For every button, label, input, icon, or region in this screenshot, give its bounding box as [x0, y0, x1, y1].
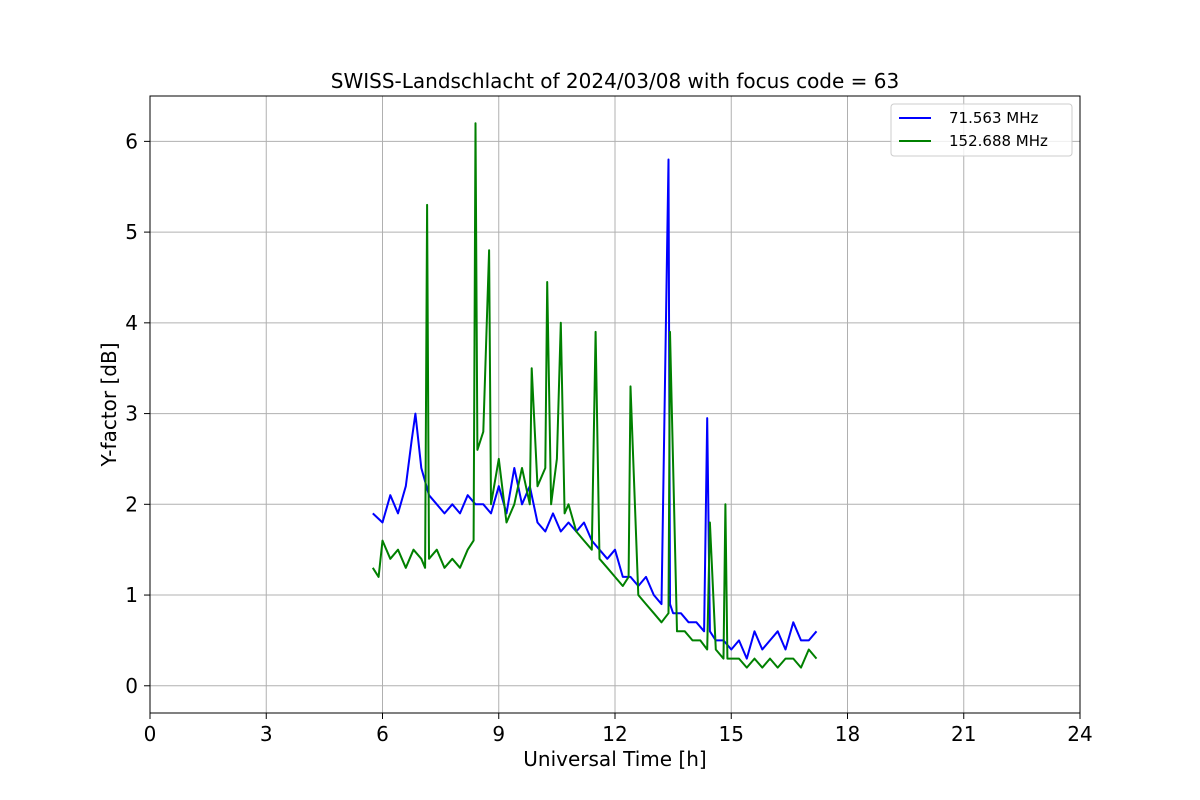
- series-line-1: [371, 122, 818, 669]
- y-tick-label: 1: [125, 583, 138, 607]
- y-tick-label: 2: [125, 492, 138, 516]
- legend: 71.563 MHz 152.688 MHz: [890, 103, 1073, 157]
- y-tick-label: 5: [125, 220, 138, 244]
- chart-title: SWISS-Landschlacht of 2024/03/08 with fo…: [331, 69, 899, 93]
- x-tick-label: 18: [835, 722, 860, 746]
- legend-label: 71.563 MHz: [949, 109, 1038, 127]
- y-tick-label: 6: [125, 129, 138, 153]
- series-line-0: [372, 158, 818, 660]
- x-tick-label: 3: [260, 722, 273, 746]
- legend-box: [890, 103, 1073, 157]
- y-tick-label: 0: [125, 674, 138, 698]
- x-tick-label: 0: [144, 722, 157, 746]
- grid: [149, 96, 1081, 713]
- x-tick-label: 24: [1067, 722, 1092, 746]
- x-tick-label: 12: [602, 722, 627, 746]
- legend-label: 152.688 MHz: [949, 132, 1048, 150]
- y-tick-label: 3: [125, 402, 138, 426]
- y-tick-label: 4: [125, 311, 138, 335]
- x-tick-label: 15: [719, 722, 744, 746]
- x-axis-title: Universal Time [h]: [523, 747, 706, 771]
- x-tick-label: 9: [492, 722, 505, 746]
- x-tick-label: 21: [951, 722, 976, 746]
- y-axis-title: Y-factor [dB]: [97, 342, 121, 467]
- x-tick-label: 6: [376, 722, 389, 746]
- series-layer: [371, 122, 818, 669]
